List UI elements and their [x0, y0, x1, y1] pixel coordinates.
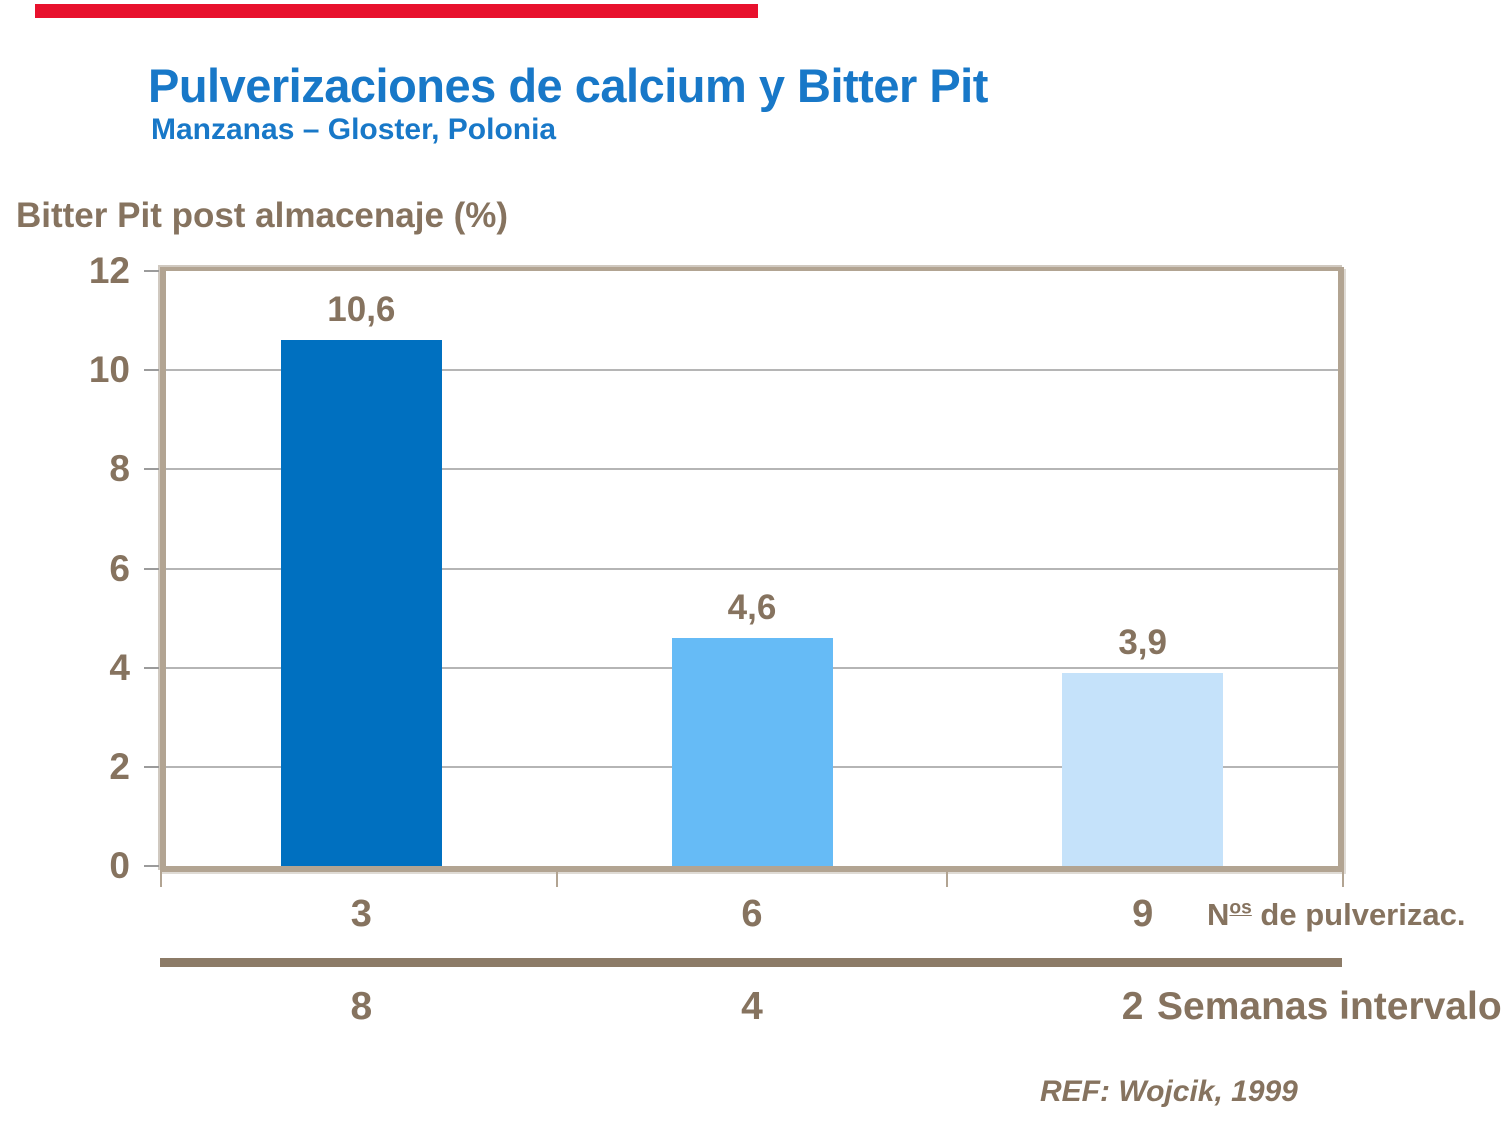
x2-category-label-8: 8	[350, 985, 373, 1028]
x-axis-label: Nos de pulverizac.	[1207, 897, 1465, 933]
x-axis-label-suffix: de pulverizac.	[1251, 897, 1466, 932]
gridline-6	[166, 567, 1338, 570]
x-tick-1	[1342, 872, 1344, 887]
brand-accent-bar	[35, 4, 758, 18]
y-tick-label-2: 2	[109, 745, 130, 787]
y-tick-8	[144, 468, 159, 471]
chart-subtitle: Manzanas – Gloster, Polonia	[151, 113, 557, 146]
y-tick-0	[144, 865, 159, 867]
x2-category-label-2: 2	[1121, 985, 1144, 1028]
bar-value-label-1: 4,6	[727, 587, 777, 627]
y-tick-label-10: 10	[88, 349, 130, 391]
y-tick-label-4: 4	[109, 646, 130, 688]
y-tick-4	[144, 666, 159, 669]
bar-6-sprays	[671, 637, 833, 866]
y-tick-label-8: 8	[109, 448, 130, 490]
reference-citation: REF: Wojcik, 1999	[1040, 1075, 1298, 1108]
x-tick-3	[946, 872, 949, 887]
bar-value-label-2: 3,9	[1118, 622, 1167, 662]
gridline-10	[166, 369, 1338, 372]
x2-category-label-4: 4	[741, 985, 763, 1028]
y-tick-2	[144, 765, 159, 768]
y-tick-label-0: 0	[109, 845, 130, 886]
plot-area: 10,6 4,6 3,9	[160, 267, 1344, 872]
x-category-label-6: 6	[741, 893, 763, 935]
y-tick-label-6: 6	[109, 547, 130, 589]
x-category-label-3: 3	[350, 893, 372, 935]
bar-3-sprays	[280, 340, 442, 866]
x2-axis-label: Semanas intervalo	[1157, 985, 1501, 1028]
y-axis-title: Bitter Pit post almacenaje (%)	[16, 196, 509, 235]
chart-title: Pulverizaciones de calcium y Bitter Pit	[148, 59, 988, 112]
interval-axis-line	[160, 958, 1342, 967]
x-axis-label-prefix: N	[1207, 897, 1230, 932]
bar-9-sprays	[1062, 672, 1224, 866]
y-tick-10	[144, 369, 159, 372]
y-tick-6	[144, 567, 159, 570]
x-tick-0	[160, 872, 162, 887]
x-tick-2	[555, 872, 558, 887]
y-tick-12	[144, 270, 159, 272]
bar-value-label-0: 10,6	[327, 290, 396, 330]
gridline-8	[166, 468, 1338, 471]
y-tick-label-12: 12	[88, 250, 130, 291]
x-category-label-9: 9	[1132, 893, 1154, 935]
x-axis-label-superscript: os	[1229, 897, 1252, 919]
